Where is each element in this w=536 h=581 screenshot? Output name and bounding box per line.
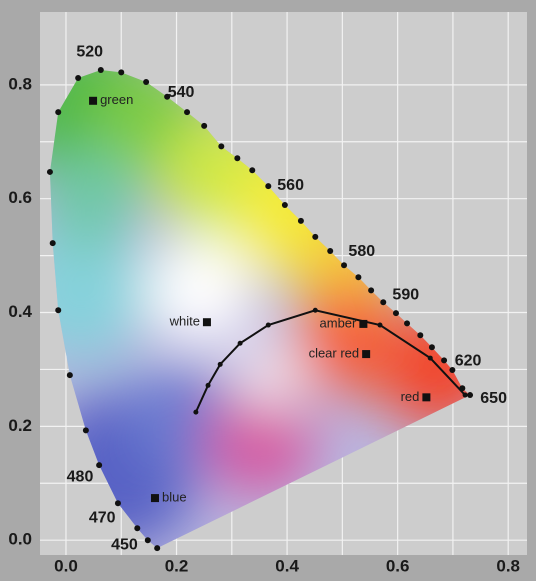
wavelength-label: 480: [67, 468, 94, 485]
wavelength-label: 540: [168, 84, 195, 101]
y-tick-label: 0.4: [8, 302, 32, 321]
locus-dot: [449, 367, 456, 374]
x-tick-label: 0.2: [165, 556, 189, 575]
planckian-dot: [193, 409, 199, 415]
locus-dot: [82, 427, 89, 434]
locus-dot: [144, 537, 151, 544]
planckian-dot: [427, 355, 433, 361]
color-blob: [145, 235, 255, 345]
locus-dot: [234, 155, 241, 162]
wavelength-label: 650: [480, 390, 507, 407]
locus-dot: [355, 274, 362, 281]
locus-dot: [297, 217, 304, 224]
planckian-dot: [217, 361, 223, 367]
point-label: amber: [320, 315, 358, 330]
point-marker: [89, 96, 98, 105]
point-marker: [202, 318, 211, 327]
locus-dot: [97, 67, 104, 74]
locus-dot: [143, 79, 150, 86]
locus-dot: [66, 372, 73, 379]
locus-dot: [467, 392, 474, 399]
locus-dot: [249, 167, 256, 174]
locus-dot: [201, 122, 208, 129]
planckian-dot: [205, 382, 211, 388]
locus-dot: [417, 332, 424, 339]
locus-dot: [184, 109, 191, 116]
point-marker: [150, 494, 159, 503]
locus-dot: [368, 287, 375, 294]
x-tick-label: 0.4: [275, 556, 299, 575]
locus-dot: [49, 240, 56, 247]
wavelength-label: 450: [111, 536, 138, 553]
point-marker: [422, 393, 431, 402]
planckian-dot: [237, 340, 243, 346]
y-tick-label: 0.8: [8, 74, 32, 93]
locus-dot: [281, 201, 288, 208]
wavelength-label: 560: [277, 177, 304, 194]
planckian-dot: [462, 392, 468, 398]
x-tick-label: 0.8: [496, 556, 520, 575]
x-tick-label: 0.0: [54, 556, 78, 575]
x-tick-label: 0.6: [386, 556, 410, 575]
locus-dot: [218, 143, 225, 150]
locus-dot: [164, 93, 171, 100]
point-label: green: [100, 92, 133, 107]
locus-dot: [154, 545, 161, 552]
planckian-dot: [312, 307, 318, 313]
locus-dot: [327, 248, 334, 255]
point-label: white: [169, 314, 200, 329]
locus-dot: [114, 500, 121, 507]
planckian-dot: [265, 322, 271, 328]
point-label: blue: [162, 490, 187, 505]
locus-dot: [75, 75, 82, 82]
wavelength-label: 520: [76, 44, 103, 61]
point-marker: [359, 319, 368, 328]
locus-dot: [265, 183, 272, 190]
wavelength-label: 590: [392, 287, 419, 304]
y-tick-label: 0.0: [8, 530, 32, 549]
y-tick-label: 0.2: [8, 416, 32, 435]
point-marker: [362, 350, 371, 359]
color-blob: [49, 150, 140, 250]
color-blob: [235, 340, 305, 410]
point-label: red: [401, 389, 420, 404]
locus-dot: [404, 320, 411, 327]
locus-dot: [55, 307, 62, 314]
locus-dot: [392, 310, 399, 317]
wavelength-label: 620: [455, 352, 482, 369]
locus-dot: [134, 525, 141, 532]
locus-dot: [312, 233, 319, 240]
locus-dot: [55, 109, 62, 116]
locus-dot: [341, 262, 348, 269]
color-blob: [205, 385, 315, 495]
locus-dot: [441, 357, 448, 364]
y-tick-label: 0.6: [8, 188, 32, 207]
point-label: clear red: [309, 346, 360, 361]
locus-dot: [380, 299, 387, 306]
planckian-dot: [377, 322, 383, 328]
locus-dot: [46, 168, 53, 175]
wavelength-label: 470: [89, 510, 116, 527]
locus-dot: [96, 462, 103, 469]
locus-dot: [428, 344, 435, 351]
locus-dot: [118, 69, 125, 76]
wavelength-label: 580: [348, 243, 375, 260]
color-blob: [49, 220, 150, 360]
